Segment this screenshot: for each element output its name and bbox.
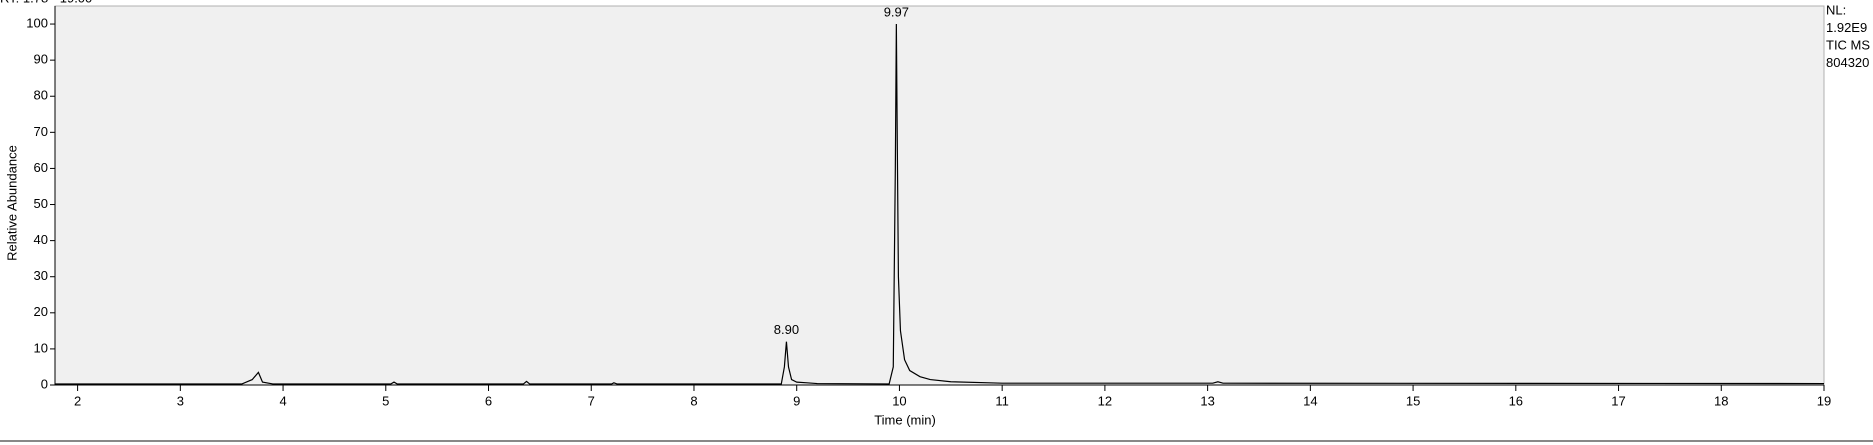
range-label: RT: 1.78 - 19.00 [0,0,92,5]
x-tick-label: 8 [690,393,697,408]
x-tick-label: 10 [892,393,906,408]
x-tick-label: 15 [1406,393,1420,408]
y-tick-label: 90 [34,52,48,67]
x-tick-label: 6 [485,393,492,408]
x-tick-label: 11 [995,393,1009,408]
x-tick-label: 7 [588,393,595,408]
y-tick-label: 20 [34,304,48,319]
x-tick-label: 3 [177,393,184,408]
y-tick-label: 80 [34,88,48,103]
x-tick-label: 2 [74,393,81,408]
plot-area [54,5,1825,386]
y-tick-label: 50 [34,196,48,211]
x-tick-label: 16 [1509,393,1523,408]
y-tick-label: 10 [34,340,48,355]
x-tick-label: 13 [1200,393,1214,408]
y-tick-label: 70 [34,124,48,139]
y-axis-label: Relative Abundance [4,145,19,261]
y-tick-label: 40 [34,232,48,247]
x-tick-label: 18 [1714,393,1728,408]
side-label: TIC MS [1826,37,1870,52]
y-tick-label: 0 [41,376,48,391]
side-label: 804320 [1826,55,1869,70]
x-tick-label: 4 [279,393,286,408]
x-tick-label: 19 [1817,393,1831,408]
x-tick-label: 12 [1098,393,1112,408]
y-tick-label: 60 [34,160,48,175]
x-tick-label: 5 [382,393,389,408]
x-tick-label: 9 [793,393,800,408]
side-label: NL: [1826,2,1846,17]
peak-label: 9.97 [884,4,909,19]
x-axis-label: Time (min) [874,412,936,427]
peak-label: 8.90 [774,322,799,337]
x-tick-label: 17 [1611,393,1625,408]
y-tick-label: 100 [26,15,48,30]
y-tick-label: 30 [34,268,48,283]
x-tick-label: 14 [1303,393,1317,408]
trace [55,24,1825,385]
side-label: 1.92E9 [1826,20,1867,35]
